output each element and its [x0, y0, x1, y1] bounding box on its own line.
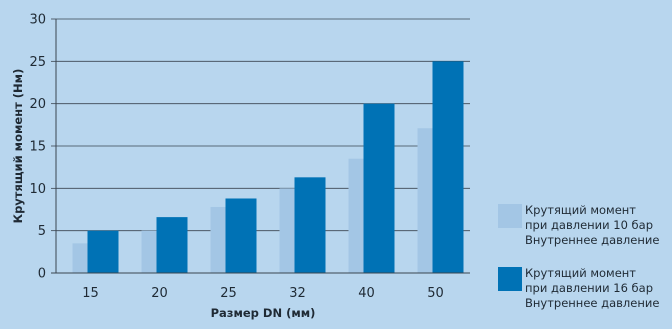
y-axis-title: Крутящий момент (Нм) [11, 69, 25, 224]
y-tick-label: 20 [29, 97, 46, 112]
x-tick-label: 40 [358, 286, 375, 301]
legend-item-10-bar: Крутящий момент при давлении 10 бар Внут… [498, 203, 670, 253]
bar [294, 177, 326, 273]
y-tick-label: 25 [29, 55, 46, 70]
axes [51, 19, 470, 274]
y-tick-label: 10 [29, 182, 46, 197]
bar [432, 61, 464, 274]
legend-swatch-10-bar [498, 204, 522, 228]
x-tick-label: 15 [82, 286, 99, 301]
x-tick-label: 32 [289, 286, 306, 301]
grid-lines [51, 18, 470, 274]
bar [225, 198, 257, 273]
legend-swatch-16-bar [498, 267, 522, 291]
tick-labels: 0 5 10 15 20 25 30 15 20 25 32 40 50 [29, 13, 443, 302]
legend-label-16-bar: Крутящий момент при давлении 16 бар Внут… [525, 266, 659, 311]
legend-line: Внутреннее давление [525, 296, 660, 310]
bars [72, 61, 464, 274]
x-axis-title: Размер DN (мм) [211, 306, 316, 320]
bar [156, 217, 188, 273]
y-tick-label: 5 [38, 224, 46, 239]
x-tick-label: 50 [427, 286, 444, 301]
legend-label-10-bar: Крутящий момент при давлении 10 бар Внут… [525, 203, 659, 248]
y-tick-label: 15 [29, 140, 46, 155]
legend-line: Крутящий момент [525, 203, 637, 217]
legend-line: при давлении 16 бар [525, 281, 653, 295]
y-tick-label: 30 [29, 13, 46, 28]
legend-line: при давлении 10 бар [525, 218, 653, 232]
x-tick-label: 25 [220, 286, 237, 301]
bar [87, 230, 119, 273]
legend-line: Внутреннее давление [525, 233, 660, 247]
x-tick-label: 20 [151, 286, 168, 301]
legend: Крутящий момент при давлении 10 бар Внут… [498, 203, 670, 329]
bar [363, 103, 395, 274]
legend-item-16-bar: Крутящий момент при давлении 16 бар Внут… [498, 266, 670, 316]
legend-line: Крутящий момент [525, 266, 637, 280]
y-tick-label: 0 [38, 267, 46, 282]
